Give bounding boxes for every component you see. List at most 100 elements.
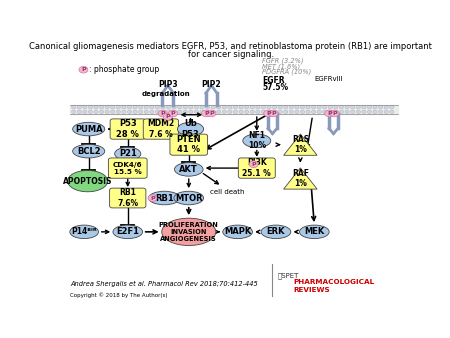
Text: Copyright © 2018 by The Author(s): Copyright © 2018 by The Author(s) xyxy=(70,292,168,298)
Ellipse shape xyxy=(289,110,293,114)
Ellipse shape xyxy=(155,105,159,109)
Ellipse shape xyxy=(150,110,154,114)
Ellipse shape xyxy=(295,105,299,109)
Ellipse shape xyxy=(273,110,277,114)
Text: AKT: AKT xyxy=(180,165,198,174)
FancyBboxPatch shape xyxy=(143,119,179,139)
Ellipse shape xyxy=(378,105,382,109)
Circle shape xyxy=(169,110,178,117)
Ellipse shape xyxy=(144,105,148,109)
Ellipse shape xyxy=(267,110,271,114)
Ellipse shape xyxy=(183,110,187,114)
Text: EGFRvIII: EGFRvIII xyxy=(314,76,343,82)
Ellipse shape xyxy=(155,110,159,114)
Text: PDGFRA (10%): PDGFRA (10%) xyxy=(262,69,311,75)
Text: Canonical gliomagenesis mediators EGFR, P53, and retinoblastoma protein (RB1) ar: Canonical gliomagenesis mediators EGFR, … xyxy=(29,42,432,51)
Ellipse shape xyxy=(161,105,165,109)
Ellipse shape xyxy=(356,110,360,114)
Ellipse shape xyxy=(83,105,87,109)
Ellipse shape xyxy=(139,110,143,114)
Text: P: P xyxy=(252,162,256,167)
Text: 57.5%: 57.5% xyxy=(262,83,288,92)
Ellipse shape xyxy=(306,105,310,109)
Text: P: P xyxy=(166,114,170,119)
Ellipse shape xyxy=(289,105,293,109)
Text: CDK4/6
15.5 %: CDK4/6 15.5 % xyxy=(113,162,143,175)
Ellipse shape xyxy=(250,110,254,114)
Ellipse shape xyxy=(133,110,137,114)
Ellipse shape xyxy=(206,105,210,109)
Ellipse shape xyxy=(178,110,182,114)
Ellipse shape xyxy=(239,105,243,109)
Ellipse shape xyxy=(256,105,260,109)
Text: RAF
1%: RAF 1% xyxy=(292,169,309,188)
FancyBboxPatch shape xyxy=(110,119,145,139)
Ellipse shape xyxy=(172,110,176,114)
Text: MAPK: MAPK xyxy=(224,227,251,236)
Ellipse shape xyxy=(261,225,291,239)
Ellipse shape xyxy=(328,105,333,109)
Ellipse shape xyxy=(284,105,288,109)
Text: ⓐSPET: ⓐSPET xyxy=(278,272,299,279)
Text: APOPTOSIS: APOPTOSIS xyxy=(63,176,112,186)
Text: MET (1.6%): MET (1.6%) xyxy=(262,63,300,70)
Ellipse shape xyxy=(245,110,249,114)
Ellipse shape xyxy=(317,105,321,109)
Ellipse shape xyxy=(94,110,98,114)
Text: PI3K
25.1 %: PI3K 25.1 % xyxy=(243,159,271,178)
Ellipse shape xyxy=(148,191,180,205)
Ellipse shape xyxy=(278,105,282,109)
Ellipse shape xyxy=(362,110,366,114)
Ellipse shape xyxy=(175,163,203,176)
Ellipse shape xyxy=(223,225,252,239)
Text: PIP2: PIP2 xyxy=(202,80,221,89)
Text: BCL2: BCL2 xyxy=(77,147,100,156)
Ellipse shape xyxy=(301,105,305,109)
Ellipse shape xyxy=(183,105,187,109)
Ellipse shape xyxy=(127,110,131,114)
Text: P: P xyxy=(271,111,276,116)
Ellipse shape xyxy=(345,110,349,114)
Text: P53
28 %: P53 28 % xyxy=(116,119,139,139)
Ellipse shape xyxy=(339,105,344,109)
Ellipse shape xyxy=(384,110,388,114)
Ellipse shape xyxy=(390,105,394,109)
Ellipse shape xyxy=(284,110,288,114)
Text: PROLIFERATION
INVASION
ANGIOGENESIS: PROLIFERATION INVASION ANGIOGENESIS xyxy=(159,222,219,242)
Ellipse shape xyxy=(166,105,171,109)
Text: P: P xyxy=(332,111,337,116)
Ellipse shape xyxy=(345,105,349,109)
Text: P14ᴮᴵᴿ: P14ᴮᴵᴿ xyxy=(72,227,97,236)
Ellipse shape xyxy=(217,105,221,109)
Ellipse shape xyxy=(174,191,203,205)
FancyBboxPatch shape xyxy=(170,134,207,155)
Ellipse shape xyxy=(250,105,254,109)
Ellipse shape xyxy=(133,105,137,109)
Text: P: P xyxy=(327,111,332,116)
Ellipse shape xyxy=(99,110,104,114)
Ellipse shape xyxy=(245,105,249,109)
Ellipse shape xyxy=(267,105,271,109)
Ellipse shape xyxy=(88,110,93,114)
Ellipse shape xyxy=(278,110,282,114)
Ellipse shape xyxy=(362,105,366,109)
Text: Ub
P53: Ub P53 xyxy=(182,119,199,139)
Ellipse shape xyxy=(189,105,193,109)
Ellipse shape xyxy=(94,105,98,109)
Circle shape xyxy=(269,110,278,117)
Text: MDM2
7.6 %: MDM2 7.6 % xyxy=(147,119,175,139)
Ellipse shape xyxy=(339,110,344,114)
Ellipse shape xyxy=(115,147,141,160)
Ellipse shape xyxy=(72,122,105,136)
Ellipse shape xyxy=(367,105,372,109)
Ellipse shape xyxy=(211,110,215,114)
Ellipse shape xyxy=(122,105,126,109)
Text: NF1
10%: NF1 10% xyxy=(248,131,266,150)
Ellipse shape xyxy=(72,110,76,114)
Ellipse shape xyxy=(189,110,193,114)
Ellipse shape xyxy=(323,110,327,114)
Ellipse shape xyxy=(228,110,232,114)
Text: REVIEWS: REVIEWS xyxy=(293,287,330,293)
Ellipse shape xyxy=(111,110,115,114)
Ellipse shape xyxy=(351,105,355,109)
